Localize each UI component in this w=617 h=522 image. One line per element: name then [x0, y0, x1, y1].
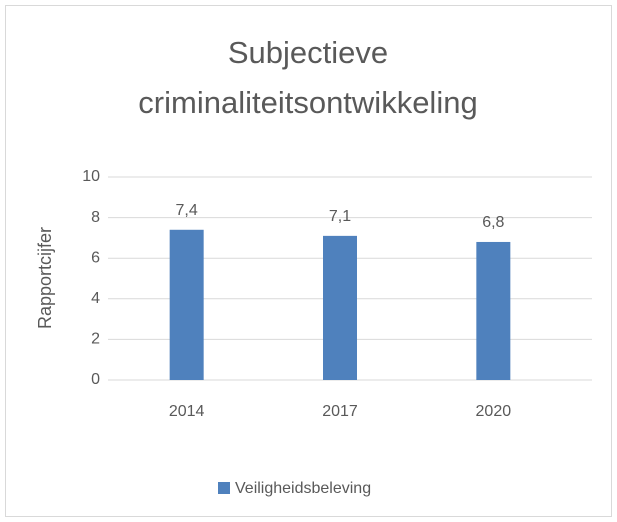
x-tick-label: 2017	[322, 403, 358, 420]
y-tick-label: 6	[91, 249, 100, 266]
y-tick-label: 0	[91, 371, 100, 388]
x-tick-label: 2020	[476, 403, 512, 420]
x-tick-label: 2014	[169, 403, 205, 420]
bar	[476, 241, 511, 380]
bar	[323, 235, 357, 380]
y-tick-label: 8	[91, 209, 100, 226]
y-tick-label: 10	[82, 168, 100, 185]
data-label: 6,8	[482, 214, 504, 231]
legend-label: Veiligheidsbeleving	[235, 480, 371, 497]
y-tick-label: 2	[91, 331, 100, 348]
chart-border	[5, 5, 612, 517]
chart-title: Subjectieve criminaliteitsontwikkeling	[138, 35, 478, 120]
bar	[169, 229, 204, 380]
data-label: 7,4	[176, 202, 198, 219]
data-label: 7,1	[329, 208, 351, 225]
y-axis-label: Rapportcijfer	[35, 227, 55, 329]
legend-swatch	[218, 482, 230, 494]
y-tick-label: 4	[91, 290, 100, 307]
